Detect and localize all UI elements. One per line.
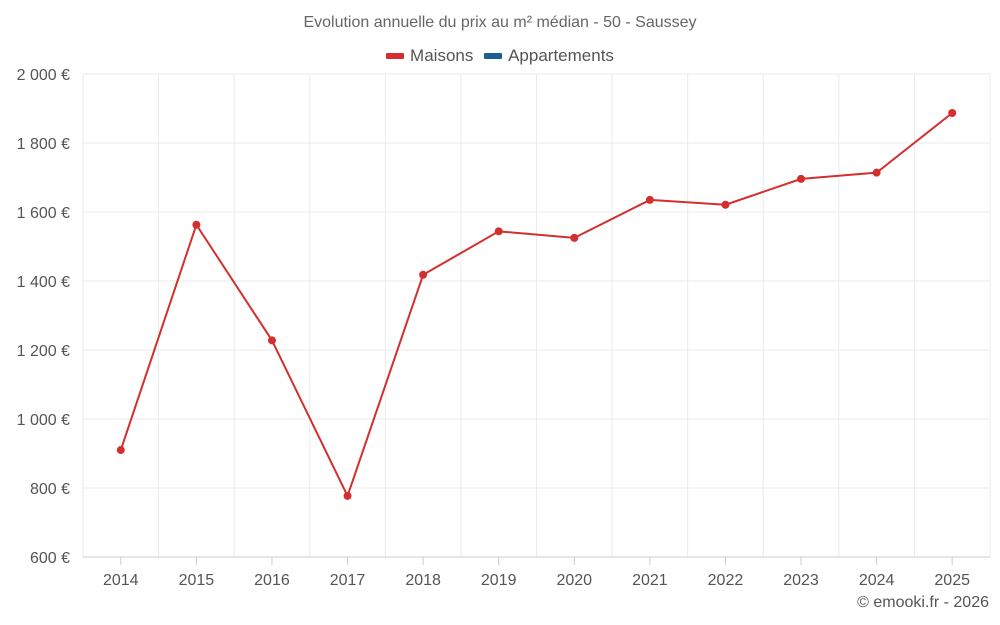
chart-title: Evolution annuelle du prix au m² médian … [303,14,697,31]
data-point [494,227,503,236]
data-point [948,108,957,117]
x-tick-label: 2019 [481,572,517,589]
data-point [645,195,654,204]
y-tick-label: 1 000 € [17,412,70,429]
legend: Maisons Appartements [0,44,1000,66]
y-tick-label: 2 000 € [17,67,70,84]
y-tick-label: 1 400 € [17,274,70,291]
y-tick-label: 1 200 € [17,343,70,360]
data-point [797,174,806,183]
x-tick-label: 2014 [103,572,139,589]
x-tick-label: 2021 [632,572,668,589]
data-point [116,446,125,455]
data-point [343,491,352,500]
y-tick-label: 1 800 € [17,136,70,153]
series-line-maisons [119,112,953,497]
legend-label-appartements: Appartements [508,46,614,65]
data-point [570,233,579,242]
data-point [419,270,428,279]
x-tick-label: 2025 [934,572,970,589]
y-tick-label: 600 € [30,550,70,567]
y-tick-label: 800 € [30,481,70,498]
x-tick-label: 2018 [405,572,441,589]
y-tick-label: 1 600 € [17,205,70,222]
legend-label-maisons: Maisons [410,46,474,65]
data-point [267,336,276,345]
x-tick-label: 2024 [859,572,895,589]
x-tick-label: 2015 [179,572,215,589]
x-tick-label: 2023 [783,572,819,589]
legend-swatch-appartements [484,53,503,59]
legend-item-maisons[interactable]: Maisons [386,46,473,66]
data-point [872,168,881,177]
data-point [721,200,730,209]
legend-item-appartements[interactable]: Appartements [484,46,614,66]
x-tick-label: 2020 [556,572,592,589]
x-tick-label: 2016 [254,572,290,589]
data-point [192,220,201,229]
credit-text: © emooki.fr - 2026 [857,594,989,611]
x-tick-label: 2022 [708,572,744,589]
x-tick-label: 2017 [330,572,366,589]
legend-swatch-maisons [386,53,405,59]
